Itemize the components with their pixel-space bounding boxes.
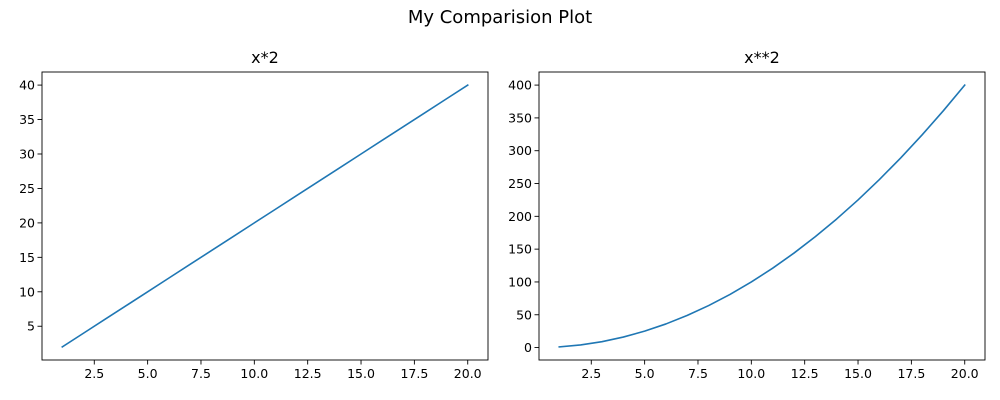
left-series-line-0: [61, 83, 469, 349]
left-x-tick-label-0: 2.5: [84, 366, 104, 381]
left-axes-frame: [41, 71, 489, 361]
left-y-tick-label-0: 5: [27, 319, 35, 334]
subplot-left-plot: 2.5 5.0 7.5 10.0 12.5 15.0 17.5 20.0 5 10 15 20 25 30…: [19, 71, 489, 381]
right-x-tick-label-5: 15.0: [844, 366, 872, 381]
subplot-right: x**2 2.5 5.0 7.5 10.0 12.5 15.0 17.5 20.0 0 50 100…: [508, 48, 986, 381]
right-y-tick-label-2: 100: [508, 274, 532, 289]
right-x-tick-label-2: 7.5: [688, 366, 708, 381]
right-x-tick-label-6: 17.5: [897, 366, 925, 381]
subplot-left-title: x*2: [251, 48, 279, 67]
left-x-tick-label-1: 5.0: [138, 366, 158, 381]
right-y-tick-label-3: 150: [508, 242, 532, 257]
right-y-tick-label-6: 300: [508, 143, 532, 158]
right-y-tick-label-0: 0: [524, 340, 532, 355]
right-x-tick-label-3: 10.0: [737, 366, 765, 381]
subplot-right-title: x**2: [744, 48, 780, 67]
right-y-tick-label-4: 200: [508, 209, 532, 224]
left-x-tick-label-4: 12.5: [294, 366, 322, 381]
right-series-line-0: [558, 83, 966, 348]
right-x-tick-label-1: 5.0: [635, 366, 655, 381]
left-x-tick-label-6: 17.5: [400, 366, 428, 381]
subplot-right-plot: 2.5 5.0 7.5 10.0 12.5 15.0 17.5 20.0 0 50 100 150 20…: [508, 71, 986, 381]
left-y-tick-label-4: 25: [19, 181, 35, 196]
left-y-tick-label-6: 35: [19, 112, 35, 127]
right-y-tick-label-1: 50: [516, 307, 532, 322]
figure-suptitle: My Comparision Plot: [408, 7, 592, 28]
left-y-tick-label-7: 40: [19, 78, 35, 93]
right-y-tick-label-8: 400: [508, 78, 532, 93]
left-x-tick-label-7: 20.0: [454, 366, 482, 381]
right-x-tick-label-7: 20.0: [951, 366, 979, 381]
left-y-tick-label-1: 10: [19, 284, 35, 299]
left-y-tick-label-5: 30: [19, 146, 35, 161]
left-x-tick-label-3: 10.0: [240, 366, 268, 381]
left-x-tick-label-2: 7.5: [191, 366, 211, 381]
left-y-tick-label-3: 20: [19, 215, 35, 230]
right-x-tick-label-0: 2.5: [581, 366, 601, 381]
right-y-tick-label-5: 250: [508, 176, 532, 191]
right-y-tick-label-7: 350: [508, 110, 532, 125]
subplot-left: x*2 2.5 5.0 7.5 10.0 12.5 15.0 17.5 20.0 5 10 15 20…: [19, 48, 489, 381]
left-y-tick-label-2: 15: [19, 250, 35, 265]
left-x-tick-label-5: 15.0: [347, 366, 375, 381]
right-x-tick-label-4: 12.5: [791, 366, 819, 381]
